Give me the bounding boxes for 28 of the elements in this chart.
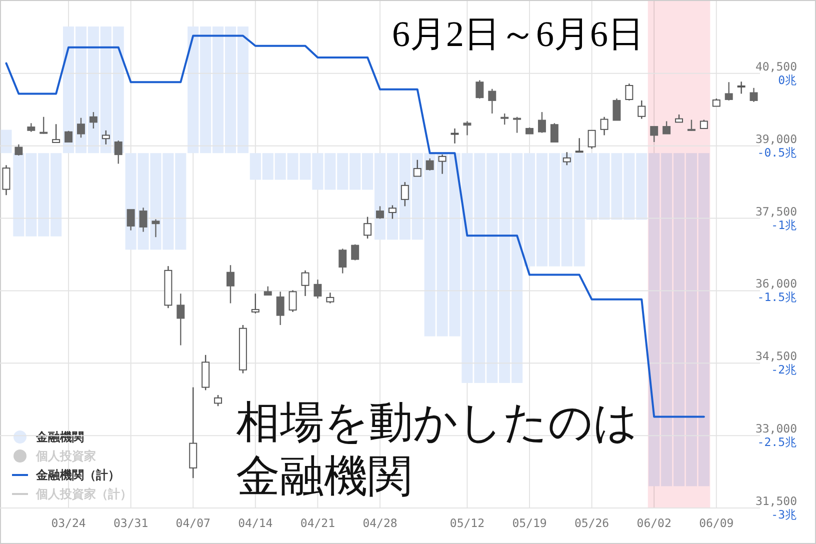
y-tick-label: 31,500 bbox=[755, 494, 798, 508]
x-tick-label: 05/12 bbox=[450, 516, 485, 530]
x-tick-label: 03/31 bbox=[114, 516, 148, 530]
x-tick-label: 03/24 bbox=[51, 516, 86, 530]
y2-tick-label: 0兆 bbox=[778, 72, 797, 87]
y2-tick-label: -1兆 bbox=[771, 218, 797, 232]
y2-tick-label: -2.5兆 bbox=[757, 435, 797, 450]
y-tick-label: 36,000 bbox=[755, 276, 798, 291]
y-tick-label: 34,500 bbox=[755, 349, 798, 364]
y-tick-label: 40,500 bbox=[755, 59, 798, 74]
x-tick-label: 04/28 bbox=[362, 516, 398, 530]
text: 相場を動かしたのは金融機関 bbox=[236, 398, 638, 501]
x-tick-label: 04/21 bbox=[300, 516, 336, 530]
x-tick-label: 04/14 bbox=[238, 516, 273, 530]
y2-tick-label: -1.5兆 bbox=[757, 290, 797, 304]
y-tick-label: 33,000 bbox=[755, 422, 798, 436]
y-tick-label: 39,000 bbox=[755, 132, 798, 146]
legend-label: 金融機関（計） bbox=[35, 468, 120, 482]
y2-tick-label: -3兆 bbox=[771, 508, 797, 522]
annotation: 6月2日～6月6日 bbox=[392, 14, 644, 54]
x-tick-label: 04/07 bbox=[176, 516, 210, 530]
y-tick-label: 37,500 bbox=[755, 204, 798, 218]
y2-tick-label: -2兆 bbox=[771, 362, 797, 377]
x-tick-label: 06/02 bbox=[636, 516, 672, 530]
x-tick-label: 05/19 bbox=[512, 516, 547, 530]
x-tick-label: 06/09 bbox=[699, 516, 734, 530]
x-tick-label: 05/26 bbox=[574, 516, 610, 530]
y2-tick-label: -0.5兆 bbox=[757, 145, 797, 160]
